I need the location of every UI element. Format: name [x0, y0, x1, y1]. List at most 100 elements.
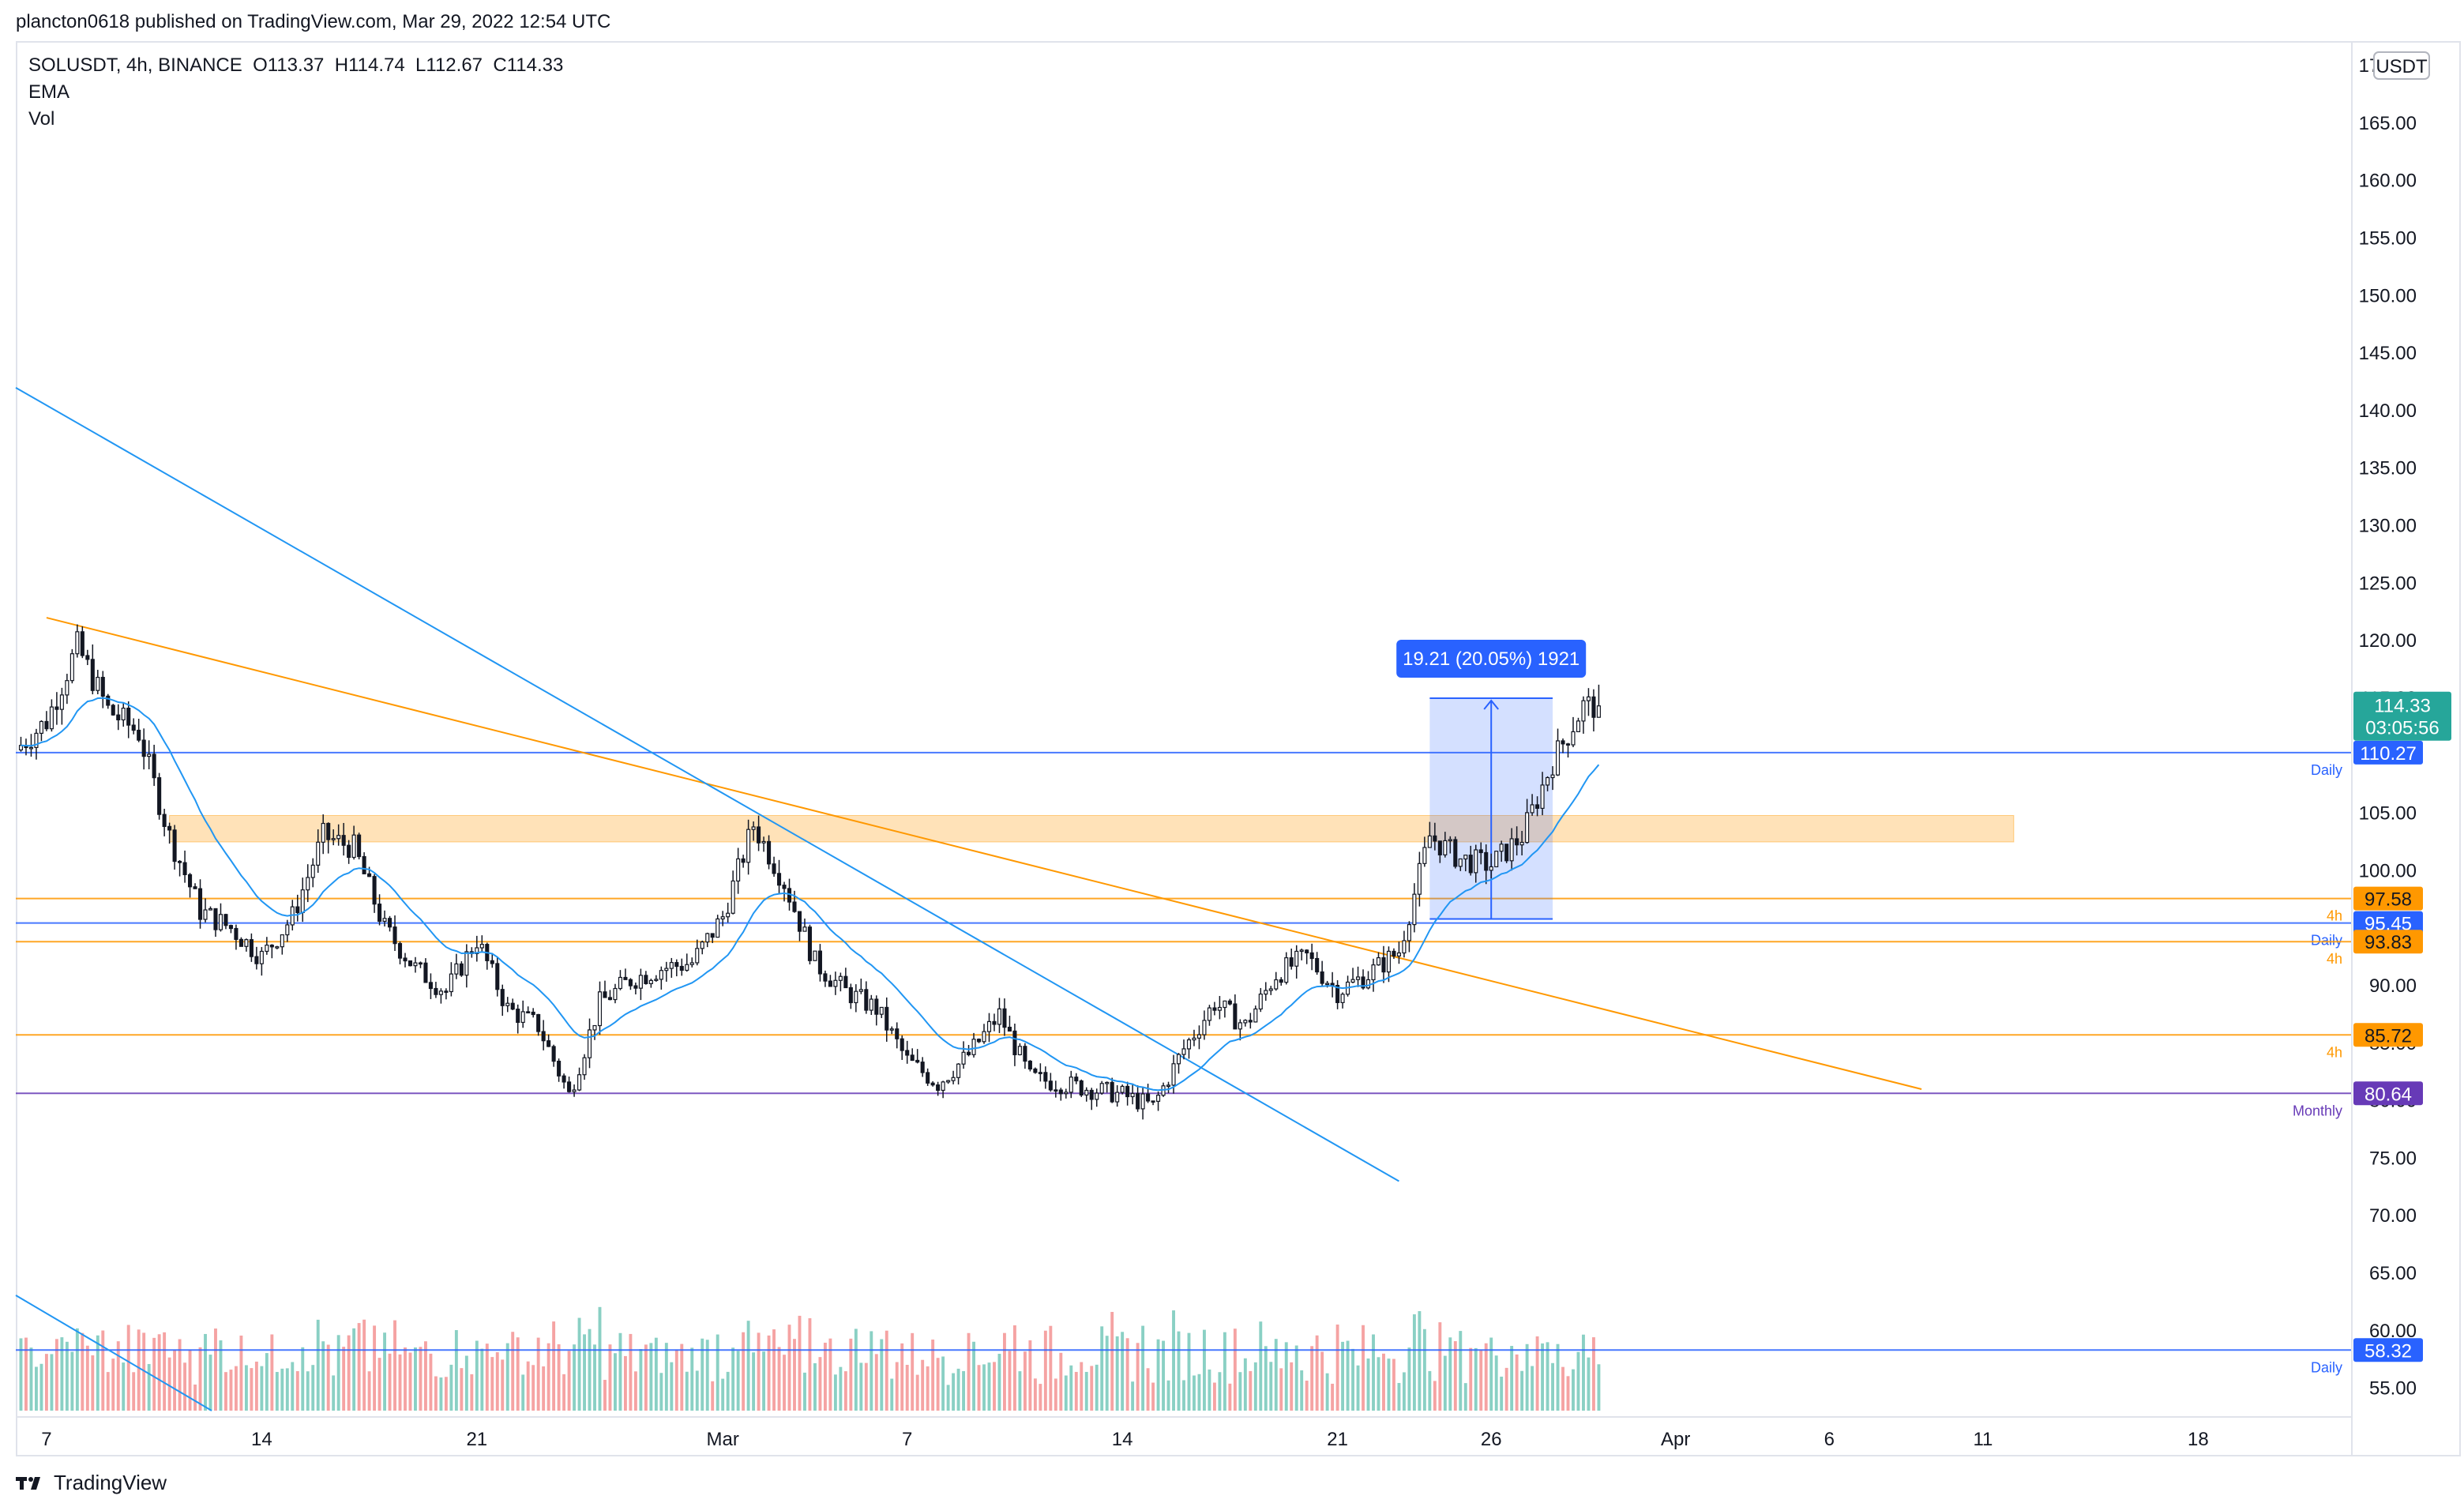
ema-indicator-label[interactable]: EMA — [28, 81, 70, 103]
candle-body — [1156, 1095, 1161, 1102]
candle — [1074, 1073, 1079, 1084]
candle — [459, 961, 464, 977]
candle-body — [1058, 1089, 1063, 1095]
candle — [85, 649, 90, 666]
candle-body — [1136, 1092, 1140, 1110]
volume-bar — [393, 1320, 396, 1411]
candle-body — [1422, 847, 1427, 864]
volume-bar — [1366, 1358, 1370, 1411]
tradingview-brand[interactable]: TradingView — [16, 1471, 167, 1495]
volume-bar — [383, 1332, 386, 1411]
volume-bar — [1131, 1381, 1135, 1411]
candle-body — [1499, 844, 1504, 852]
volume-bar — [388, 1353, 392, 1411]
candle-body — [710, 933, 715, 938]
volume-bar — [1377, 1357, 1380, 1411]
volume-bar — [495, 1352, 499, 1411]
candle — [351, 825, 356, 860]
volume-bar — [193, 1384, 197, 1411]
candle-body — [1591, 696, 1596, 718]
candle-body — [1140, 1093, 1145, 1110]
volume-bar — [746, 1321, 750, 1411]
volume-bar — [464, 1355, 468, 1411]
candle — [1248, 1013, 1253, 1029]
volume-bar — [1003, 1332, 1006, 1411]
candle — [321, 814, 325, 855]
candle-body — [1437, 840, 1442, 855]
volume-bar — [1325, 1373, 1329, 1411]
candle — [751, 821, 756, 841]
candle-body — [152, 754, 156, 779]
volume-bar — [874, 1354, 878, 1411]
candle-body — [34, 732, 39, 748]
volume-bar — [526, 1361, 530, 1411]
candle — [403, 953, 408, 968]
candle — [967, 1045, 971, 1057]
volume-bar — [654, 1337, 658, 1411]
level-price-tag — [2353, 740, 2423, 765]
trendline — [46, 617, 1922, 1090]
price-tick-label: 160.00 — [2359, 171, 2417, 192]
volume-bar — [1095, 1364, 1099, 1411]
candle — [1069, 1070, 1073, 1099]
candle — [269, 944, 274, 959]
volume-bar — [905, 1364, 909, 1411]
candle-body — [75, 631, 80, 655]
volume-bar — [85, 1345, 89, 1411]
candle — [1504, 844, 1509, 863]
volume-bar — [1208, 1369, 1211, 1411]
candle — [961, 1041, 966, 1069]
candle-body — [259, 950, 264, 964]
volume-bar — [593, 1344, 596, 1411]
candle — [1043, 1066, 1048, 1089]
volume-indicator-label[interactable]: Vol — [28, 108, 55, 130]
volume-bar — [997, 1354, 1001, 1411]
volume-bar — [198, 1347, 202, 1411]
volume-bar — [757, 1332, 761, 1411]
volume-bar — [701, 1338, 704, 1411]
candle-body — [1217, 1006, 1222, 1011]
candle — [1105, 1081, 1110, 1093]
volume-bar — [859, 1362, 863, 1411]
candle-body — [321, 822, 325, 843]
candle — [1264, 982, 1268, 1002]
candle-body — [479, 944, 484, 949]
candle-body — [1392, 950, 1396, 956]
volume-bar — [70, 1351, 74, 1411]
volume-bar — [1228, 1383, 1232, 1411]
candle — [731, 870, 735, 915]
volume-bar — [1335, 1324, 1339, 1411]
volume-bar — [75, 1328, 79, 1411]
volume-bar — [567, 1351, 571, 1411]
candle-body — [428, 982, 433, 990]
volume-bar — [357, 1323, 361, 1411]
volume-bar — [674, 1349, 678, 1411]
candle-body — [961, 1051, 966, 1065]
volume-bar — [470, 1374, 474, 1411]
volume-bar — [126, 1325, 130, 1411]
candle — [705, 932, 710, 948]
symbol-label[interactable]: SOLUSDT, 4h, BINANCE — [28, 54, 242, 76]
candle — [1386, 946, 1392, 983]
volume-bar — [1187, 1332, 1191, 1411]
candle — [1217, 995, 1222, 1020]
candle-body — [188, 874, 193, 888]
volume-bar — [813, 1362, 817, 1411]
volume-bar — [142, 1332, 146, 1411]
volume-bar — [183, 1362, 187, 1411]
candle — [244, 938, 249, 952]
volume-bar — [1372, 1334, 1375, 1411]
volume-bar — [342, 1347, 346, 1411]
candle-body — [362, 855, 366, 874]
volume-bar — [798, 1315, 802, 1411]
candle — [1371, 958, 1376, 992]
candle-body — [1376, 956, 1381, 966]
time-tick-label: 6 — [1824, 1429, 1835, 1450]
candle-body — [1258, 993, 1263, 1010]
candle-body — [757, 826, 761, 844]
candle-body — [1069, 1077, 1073, 1093]
volume-bar — [1489, 1337, 1493, 1411]
candle-body — [316, 841, 321, 866]
volume-bar — [188, 1349, 192, 1411]
